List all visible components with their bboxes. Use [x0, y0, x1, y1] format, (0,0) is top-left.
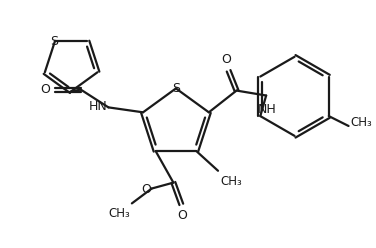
Text: CH₃: CH₃ — [350, 116, 372, 129]
Text: NH: NH — [258, 103, 276, 116]
Text: HN: HN — [89, 100, 108, 113]
Text: S: S — [50, 35, 58, 48]
Text: O: O — [222, 53, 232, 66]
Text: O: O — [177, 209, 187, 222]
Text: CH₃: CH₃ — [108, 207, 130, 220]
Text: O: O — [141, 183, 151, 196]
Text: CH₃: CH₃ — [220, 175, 242, 188]
Text: S: S — [172, 82, 180, 95]
Text: O: O — [40, 83, 50, 96]
